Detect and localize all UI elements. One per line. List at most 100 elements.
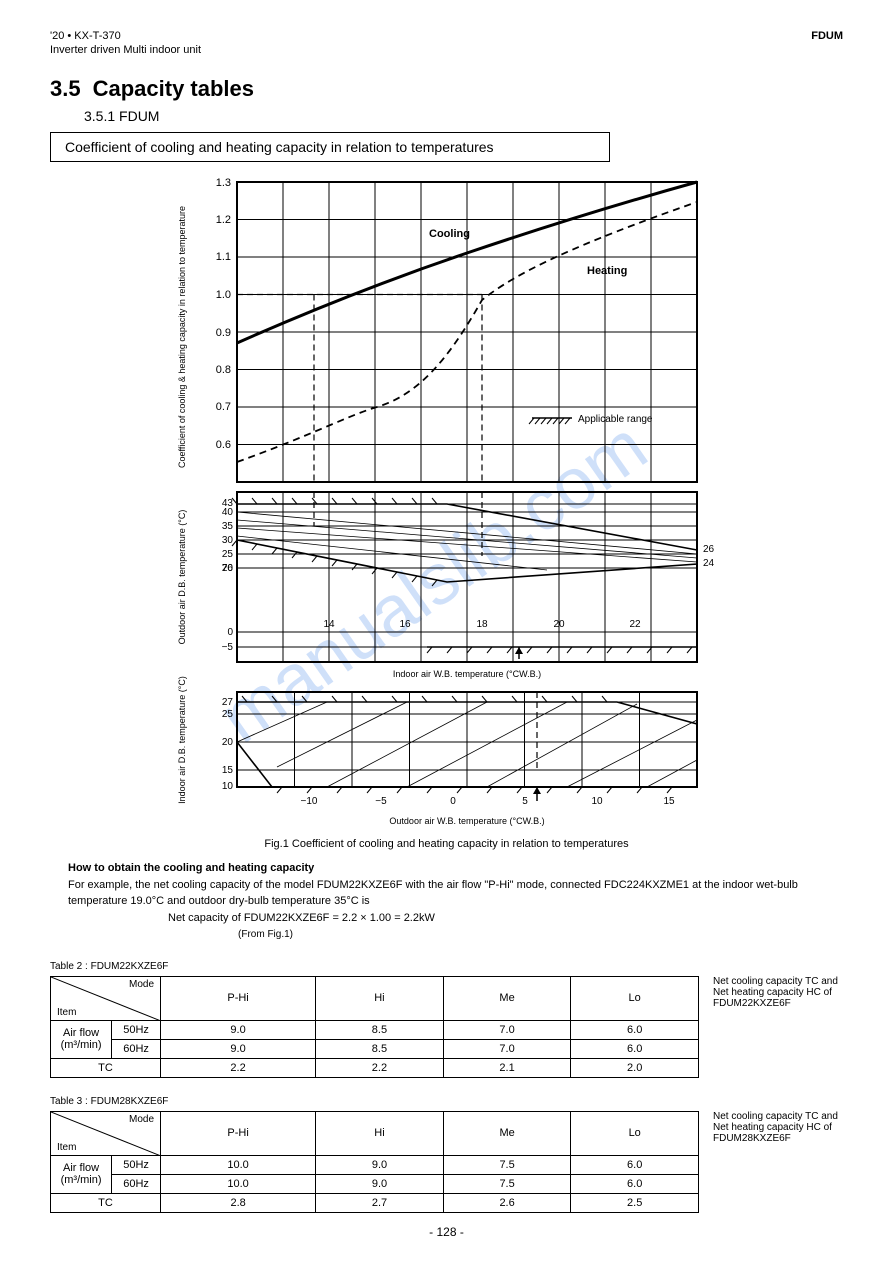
col-hi: Hi <box>316 1111 444 1155</box>
svg-text:27: 27 <box>221 697 233 708</box>
svg-text:25: 25 <box>221 549 233 560</box>
subsection-heading: 3.5.1 FDUM <box>84 108 843 124</box>
section-number: 3.5 <box>50 76 81 102</box>
svg-text:15: 15 <box>663 796 675 807</box>
col-me: Me <box>443 1111 571 1155</box>
svg-text:−10: −10 <box>300 796 317 807</box>
table1-note: Net cooling capacity TC and Net heating … <box>713 976 843 1009</box>
section-heading: 3.5 Capacity tables <box>50 76 843 102</box>
howto-lead: How to obtain the cooling and heating ca… <box>68 862 314 874</box>
svg-text:24: 24 <box>703 558 715 569</box>
svg-text:Cooling: Cooling <box>429 228 470 240</box>
svg-text:−5: −5 <box>375 796 387 807</box>
svg-text:0.8: 0.8 <box>215 364 230 376</box>
col-me: Me <box>443 976 571 1020</box>
svg-text:5: 5 <box>522 796 528 807</box>
cell: 6.0 <box>571 1174 699 1193</box>
cell: 2.2 <box>316 1058 444 1077</box>
svg-text:14: 14 <box>323 619 335 630</box>
cell: 9.0 <box>161 1039 316 1058</box>
svg-text:Coefficient of cooling & heati: Coefficient of cooling & heating capacit… <box>177 206 187 468</box>
diag-bot: Item <box>57 1142 76 1153</box>
svg-text:18: 18 <box>476 619 488 630</box>
svg-text:1.3: 1.3 <box>215 177 230 189</box>
svg-text:Indoor air W.B. temperature (°: Indoor air W.B. temperature (°CW.B.) <box>392 669 540 679</box>
svg-text:1.1: 1.1 <box>215 251 230 263</box>
svg-text:35: 35 <box>221 521 233 532</box>
cell: 9.0 <box>316 1174 444 1193</box>
model-code: FDUM <box>811 30 843 42</box>
svg-text:Indoor air D.B. temperature (°: Indoor air D.B. temperature (°C) <box>177 676 187 804</box>
row-60hz: 60Hz <box>112 1039 161 1058</box>
doc-code: '20 • KX-T-370 <box>50 30 201 42</box>
svg-text:Outdoor air W.B. temperature (: Outdoor air W.B. temperature (°CW.B.) <box>389 816 544 826</box>
svg-text:20: 20 <box>553 619 565 630</box>
chart-caption: Fig.1 Coefficient of cooling and heating… <box>167 838 727 850</box>
row-50hz: 50Hz <box>112 1155 161 1174</box>
row-airflow-label: Air flow(m³/min) <box>51 1020 112 1058</box>
cell: 2.0 <box>571 1058 699 1077</box>
row-tc: TC <box>51 1193 161 1212</box>
doc-subtitle: Inverter driven Multi indoor unit <box>50 44 201 56</box>
svg-text:0: 0 <box>450 796 456 807</box>
svg-text:−5: −5 <box>221 642 233 653</box>
cell: 6.0 <box>571 1039 699 1058</box>
svg-text:Heating: Heating <box>587 265 627 277</box>
cell: 7.0 <box>443 1020 571 1039</box>
chart-title-box: Coefficient of cooling and heating capac… <box>50 132 610 162</box>
cell: 2.6 <box>443 1193 571 1212</box>
svg-text:40: 40 <box>221 507 233 518</box>
svg-text:30: 30 <box>221 535 233 546</box>
section-title: Capacity tables <box>93 76 254 102</box>
howto-body: For example, the net cooling capacity of… <box>68 879 798 908</box>
svg-text:Applicable range: Applicable range <box>578 414 653 425</box>
page-header: '20 • KX-T-370 Inverter driven Multi ind… <box>50 30 843 56</box>
svg-text:1.2: 1.2 <box>215 214 230 226</box>
svg-text:10: 10 <box>221 781 233 792</box>
capacity-chart: manualslib.com 1.3 1. <box>167 172 727 850</box>
row-tc: TC <box>51 1058 161 1077</box>
svg-text:0.7: 0.7 <box>215 401 230 413</box>
svg-text:Outdoor air D.B. temperature (: Outdoor air D.B. temperature (°C) <box>177 510 187 645</box>
svg-text:20: 20 <box>221 563 233 574</box>
row-60hz: 60Hz <box>112 1174 161 1193</box>
diag-top: Mode <box>129 979 154 990</box>
table2-note: Net cooling capacity TC and Net heating … <box>713 1111 843 1144</box>
svg-text:0.9: 0.9 <box>215 327 230 339</box>
cell: 7.5 <box>443 1174 571 1193</box>
cell: 10.0 <box>161 1174 316 1193</box>
cell: 8.5 <box>316 1039 444 1058</box>
svg-text:0: 0 <box>227 627 233 638</box>
col-phi: P-Hi <box>161 1111 316 1155</box>
cell: 2.7 <box>316 1193 444 1212</box>
cell: 7.5 <box>443 1155 571 1174</box>
table-fdum22: Mode Item P-Hi Hi Me Lo Air flow(m³/min)… <box>50 976 699 1078</box>
page-number: - 128 - <box>0 1225 893 1239</box>
howto-calc: Net capacity of FDUM22KXZE6F = 2.2 × 1.0… <box>168 910 435 927</box>
svg-text:manualslib.com: manualslib.com <box>205 406 661 758</box>
table-fdum28: Mode Item P-Hi Hi Me Lo Air flow(m³/min)… <box>50 1111 699 1213</box>
col-lo: Lo <box>571 976 699 1020</box>
svg-text:20: 20 <box>221 737 233 748</box>
row-50hz: 50Hz <box>112 1020 161 1039</box>
table2-caption: Table 3 : FDUM28KXZE6F <box>50 1096 843 1107</box>
cell: 7.0 <box>443 1039 571 1058</box>
cell: 6.0 <box>571 1155 699 1174</box>
howto-block: How to obtain the cooling and heating ca… <box>68 860 828 943</box>
cell: 6.0 <box>571 1020 699 1039</box>
svg-text:25: 25 <box>221 709 233 720</box>
cell: 10.0 <box>161 1155 316 1174</box>
row-airflow-label: Air flow(m³/min) <box>51 1155 112 1193</box>
cell: 8.5 <box>316 1020 444 1039</box>
cell: 9.0 <box>161 1020 316 1039</box>
svg-text:26: 26 <box>703 544 715 555</box>
svg-text:10: 10 <box>591 796 603 807</box>
cell: 2.1 <box>443 1058 571 1077</box>
svg-text:0.6: 0.6 <box>215 439 230 451</box>
svg-text:1.0: 1.0 <box>215 289 230 301</box>
table1-caption: Table 2 : FDUM22KXZE6F <box>50 961 843 972</box>
howto-note: (From Fig.1) <box>238 927 293 942</box>
cell: 2.5 <box>571 1193 699 1212</box>
svg-text:15: 15 <box>221 765 233 776</box>
col-hi: Hi <box>316 976 444 1020</box>
